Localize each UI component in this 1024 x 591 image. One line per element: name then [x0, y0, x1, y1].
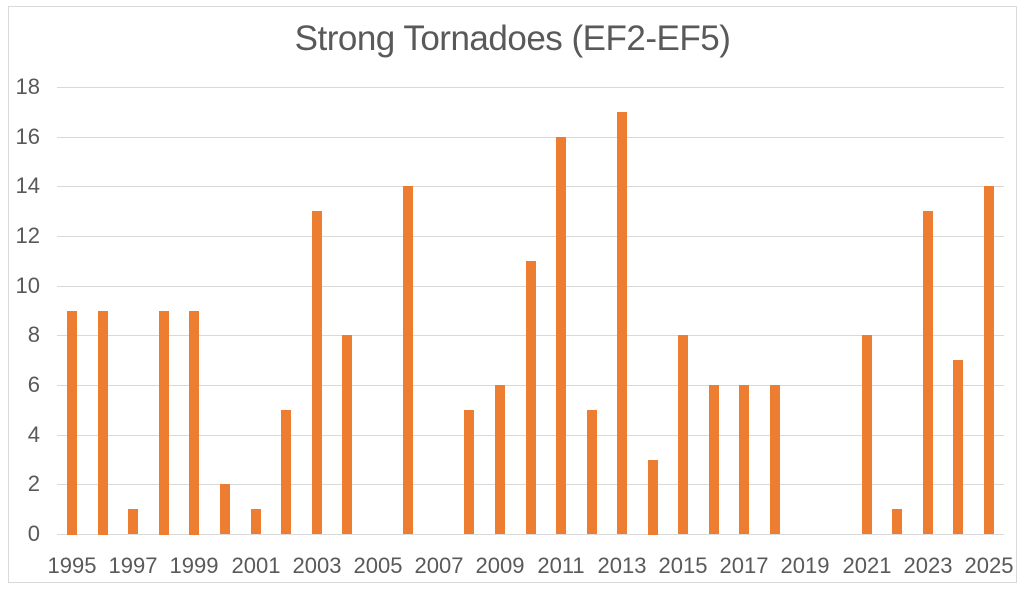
x-tick-label-2005: 2005: [353, 553, 403, 578]
bar-2021: [862, 335, 872, 534]
bar-1997: [128, 509, 138, 534]
chart-title: Strong Tornadoes (EF2-EF5): [294, 19, 731, 58]
bar-2008: [464, 410, 474, 534]
bar-2011: [556, 137, 566, 534]
plot-area: [57, 87, 1004, 535]
bar-2013: [617, 112, 627, 534]
gridline-y18: [57, 87, 1004, 88]
x-tick-label-2021: 2021: [842, 553, 892, 578]
bar-2001: [251, 509, 261, 534]
x-tick-label-2019: 2019: [780, 553, 830, 578]
bar-1999: [189, 311, 199, 535]
gridline-y12: [57, 236, 1004, 237]
bar-2014: [648, 460, 658, 535]
bar-2006: [403, 186, 413, 534]
y-tick-label-2: 2: [27, 471, 40, 496]
bar-1995: [67, 311, 77, 535]
gridline-y14: [57, 186, 1004, 187]
chart-frame: Strong Tornadoes (EF2-EF5) 0 2 4 6 8 10 12 14 16…: [8, 6, 1017, 583]
bar-2009: [495, 385, 505, 534]
bar-2010: [526, 261, 536, 534]
bar-2017: [739, 385, 749, 534]
x-tick-label-2023: 2023: [903, 553, 953, 578]
x-tick-label-1995: 1995: [47, 553, 97, 578]
x-tick-label-2009: 2009: [475, 553, 525, 578]
bar-2022: [892, 509, 902, 534]
x-tick-label-2013: 2013: [597, 553, 647, 578]
bar-2016: [709, 385, 719, 534]
y-tick-label-4: 4: [27, 422, 40, 447]
x-tick-label-2003: 2003: [292, 553, 342, 578]
y-tick-label-16: 16: [15, 124, 40, 149]
x-tick-label-1997: 1997: [108, 553, 158, 578]
bar-2002: [281, 410, 291, 534]
y-tick-label-6: 6: [27, 372, 40, 397]
y-tick-label-18: 18: [15, 74, 40, 99]
gridline-y16: [57, 137, 1004, 138]
x-tick-label-2025: 2025: [964, 553, 1014, 578]
x-tick-label-2001: 2001: [231, 553, 281, 578]
y-tick-label-0: 0: [27, 521, 40, 546]
y-tick-label-8: 8: [27, 322, 40, 347]
bar-2018: [770, 385, 780, 534]
x-axis-line: [57, 534, 1004, 535]
x-tick-label-2017: 2017: [719, 553, 769, 578]
x-tick-label-2007: 2007: [414, 553, 464, 578]
y-tick-label-12: 12: [15, 223, 40, 248]
bar-2024: [953, 360, 963, 534]
y-tick-label-14: 14: [15, 173, 40, 198]
x-tick-label-2015: 2015: [658, 553, 708, 578]
bar-2012: [587, 410, 597, 534]
bar-2000: [220, 484, 230, 534]
bar-2004: [342, 335, 352, 534]
bar-1998: [159, 311, 169, 535]
bar-2003: [312, 211, 322, 534]
x-tick-label-2011: 2011: [537, 553, 585, 578]
bar-1996: [98, 311, 108, 535]
x-tick-label-1999: 1999: [169, 553, 219, 578]
bar-2025: [984, 186, 994, 534]
y-tick-label-10: 10: [15, 273, 40, 298]
bar-2015: [678, 335, 688, 534]
bar-2023: [923, 211, 933, 534]
